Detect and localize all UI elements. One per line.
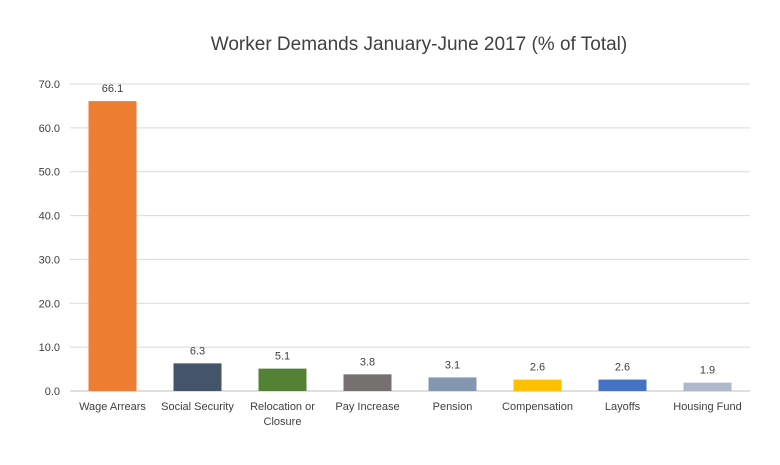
x-tick-label: Pension [433,401,473,413]
data-label: 66.1 [102,83,123,95]
bar [428,377,477,391]
y-tick-label: 50.0 [39,167,60,179]
bar [88,101,137,392]
bar [598,379,647,391]
x-tick-label: Wage Arrears [79,401,146,413]
bar [513,379,562,391]
chart-title: Worker Demands January-June 2017 (% of T… [210,34,628,55]
y-tick-label: 20.0 [39,298,60,310]
bar [343,374,392,391]
data-label: 2.6 [530,362,545,374]
data-label: 5.1 [275,351,290,363]
y-tick-label: 70.0 [39,79,60,91]
y-tick-label: 0.0 [45,386,60,398]
x-tick-label: Closure [264,416,302,428]
data-label: 3.1 [445,359,460,371]
y-tick-label: 30.0 [39,254,60,266]
data-label: 2.6 [615,362,630,374]
data-label: 1.9 [700,365,715,377]
x-tick-label: Compensation [502,401,573,413]
x-tick-label: Relocation or [250,401,315,413]
x-tick-label: Pay Increase [335,401,399,413]
x-tick-label: Layoffs [605,401,641,413]
x-tick-label: Social Security [161,401,234,413]
y-tick-label: 10.0 [39,342,60,354]
y-tick-label: 60.0 [39,123,60,135]
y-tick-label: 40.0 [39,211,60,223]
data-label: 3.8 [360,356,375,368]
x-tick-label: Housing Fund [673,401,742,413]
data-label: 6.3 [190,345,205,357]
bar [173,363,222,391]
bar [258,368,307,391]
bar [683,382,732,391]
